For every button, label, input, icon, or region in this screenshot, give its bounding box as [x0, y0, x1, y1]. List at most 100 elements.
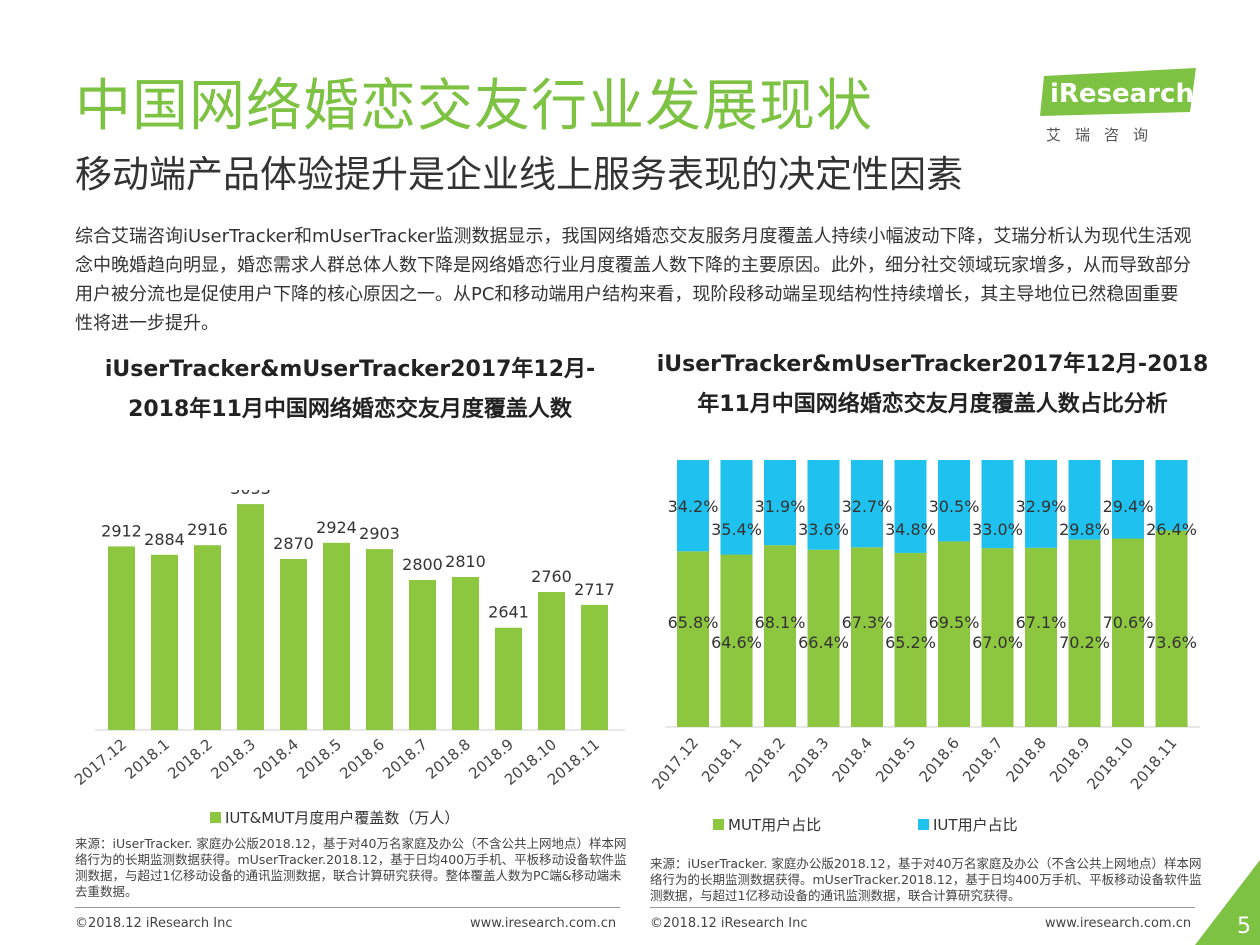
data-label-iut: 33.6%	[798, 520, 849, 539]
bar-segment-iut	[894, 460, 927, 553]
bar-segment-mut	[938, 541, 970, 727]
bar-segment-mut	[807, 549, 840, 727]
x-tick-label: 2018.1	[121, 735, 173, 783]
x-tick-label: 2018.5	[872, 734, 920, 786]
bar-segment-iut	[807, 460, 840, 550]
data-label: 2641	[488, 603, 529, 622]
legend-label-mut: MUT用户占比	[728, 816, 821, 834]
right-url: www.iresearch.com.cn	[1045, 916, 1192, 931]
left-bar-chart: 2912 2017.12 2884 2018.1 2916 2018.2 3053 2018.…	[71, 490, 625, 827]
data-label-iut: 34.2%	[668, 497, 719, 516]
legend-label: IUT&MUT月度用户覆盖数（万人）	[225, 809, 459, 827]
bar-segment-iut	[1025, 460, 1057, 548]
iresearch-logo: iResearch	[1040, 68, 1198, 116]
x-tick-label: 2018.2	[164, 735, 216, 783]
bar	[323, 542, 350, 730]
legend-label-iut: IUT用户占比	[933, 816, 1018, 834]
bar-segment-iut	[677, 460, 709, 552]
left-source-note: 来源：iUserTracker. 家庭办公版2018.12，基于对40万名家庭及…	[75, 836, 627, 899]
page-number: 5	[1237, 914, 1251, 939]
bar	[366, 549, 393, 730]
x-tick-label: 2018.4	[250, 735, 302, 783]
data-label-iut: 34.8%	[885, 520, 936, 539]
right-chart-title: iUserTracker&mUserTracker2017年12月-2018 年…	[645, 345, 1220, 425]
data-label-iut: 29.4%	[1103, 497, 1154, 516]
bar-segment-iut	[764, 460, 796, 546]
bar-segment-iut	[1155, 460, 1188, 531]
data-label-iut: 33.0%	[972, 520, 1023, 539]
data-label-mut: 73.6%	[1146, 633, 1197, 652]
data-label-iut: 30.5%	[929, 497, 980, 516]
data-label: 3053	[230, 490, 271, 498]
legend-swatch-iut	[918, 819, 929, 830]
data-label-mut: 65.8%	[668, 613, 719, 632]
legend-swatch-mut	[713, 819, 724, 830]
bar-segment-mut	[981, 548, 1014, 727]
data-label-mut: 67.0%	[972, 633, 1023, 652]
x-tick-label: 2018.6	[336, 735, 388, 783]
bar	[581, 604, 608, 730]
data-label-iut: 29.8%	[1059, 520, 1110, 539]
bar	[452, 577, 479, 730]
page-title: 中国网络婚恋交友行业发展现状	[75, 74, 873, 139]
intro-paragraph: 综合艾瑞咨询iUserTracker和mUserTracker监测数据显示，我国…	[75, 226, 1192, 334]
bar	[280, 559, 307, 730]
right-copyright: ©2018.12 iResearch Inc	[650, 916, 808, 931]
x-tick-label: 2017.12	[71, 735, 130, 789]
data-label: 2870	[273, 534, 314, 553]
x-tick-label: 2018.7	[959, 734, 1007, 786]
x-tick-label: 2018.6	[916, 734, 964, 786]
x-tick-label: 2018.7	[379, 735, 431, 783]
data-label-mut: 69.5%	[929, 613, 980, 632]
bar-segment-mut	[851, 547, 883, 727]
bar-segment-mut	[1025, 547, 1057, 727]
data-label-mut: 67.1%	[1016, 613, 1067, 632]
data-label-mut: 67.3%	[842, 613, 893, 632]
bar	[151, 554, 178, 730]
data-label: 2717	[574, 580, 615, 599]
bar	[108, 546, 135, 730]
x-tick-label: 2018.4	[829, 734, 877, 786]
bar	[194, 545, 221, 730]
logo-subtitle: 艾瑞咨询	[1046, 126, 1163, 144]
bar-segment-iut	[720, 460, 753, 555]
data-label: 2810	[445, 552, 486, 571]
data-label-mut: 68.1%	[755, 613, 806, 632]
data-label-iut: 35.4%	[711, 520, 762, 539]
right-source-note: 来源：iUserTracker. 家庭办公版2018.12，基于对40万名家庭及…	[650, 856, 1202, 903]
data-label: 2884	[144, 530, 185, 549]
right-stacked-bar-chart: 65.8% 34.2% 2017.12 64.6% 35.4% 2018.1 68.1% 31…	[648, 460, 1200, 834]
bar	[538, 592, 565, 730]
bar-segment-mut	[764, 545, 796, 727]
data-label-mut: 65.2%	[885, 633, 936, 652]
data-label: 2924	[316, 518, 357, 537]
x-tick-label: 2018.5	[293, 735, 345, 783]
bar-segment-mut	[1112, 538, 1144, 727]
bar-segment-iut	[1068, 460, 1101, 540]
bar-segment-mut	[720, 554, 753, 727]
bar-segment-mut	[677, 551, 709, 727]
bar-segment-mut	[1068, 539, 1101, 727]
left-chart-title-line1: iUserTracker&mUserTracker2017年12月-	[104, 357, 596, 382]
right-chart-title-line2: 年11月中国网络婚恋交友月度覆盖人数占比分析	[697, 392, 1168, 417]
bar	[495, 627, 522, 730]
x-tick-label: 2018.3	[785, 734, 833, 786]
left-footer-rule	[75, 907, 620, 908]
left-chart-title: iUserTracker&mUserTracker2017年12月- 2018年…	[80, 350, 620, 430]
left-url: www.iresearch.com.cn	[470, 916, 617, 931]
bar-segment-iut	[1112, 460, 1144, 539]
data-label-iut: 31.9%	[755, 497, 806, 516]
data-label: 2800	[402, 555, 443, 574]
left-chart-title-line2: 2018年11月中国网络婚恋交友月度覆盖人数	[128, 397, 572, 422]
bar-segment-mut	[1155, 530, 1188, 727]
page-subtitle: 移动端产品体验提升是企业线上服务表现的决定性因素	[75, 153, 963, 196]
data-label-mut: 64.6%	[711, 633, 762, 652]
data-label: 2912	[101, 521, 142, 540]
bar	[237, 504, 264, 730]
x-tick-label: 2018.3	[207, 735, 259, 783]
x-tick-label: 2018.8	[1003, 734, 1051, 786]
bar-segment-iut	[851, 460, 883, 548]
x-tick-label: 2017.12	[648, 734, 702, 793]
data-label: 2916	[187, 520, 228, 539]
legend-swatch	[210, 812, 221, 823]
